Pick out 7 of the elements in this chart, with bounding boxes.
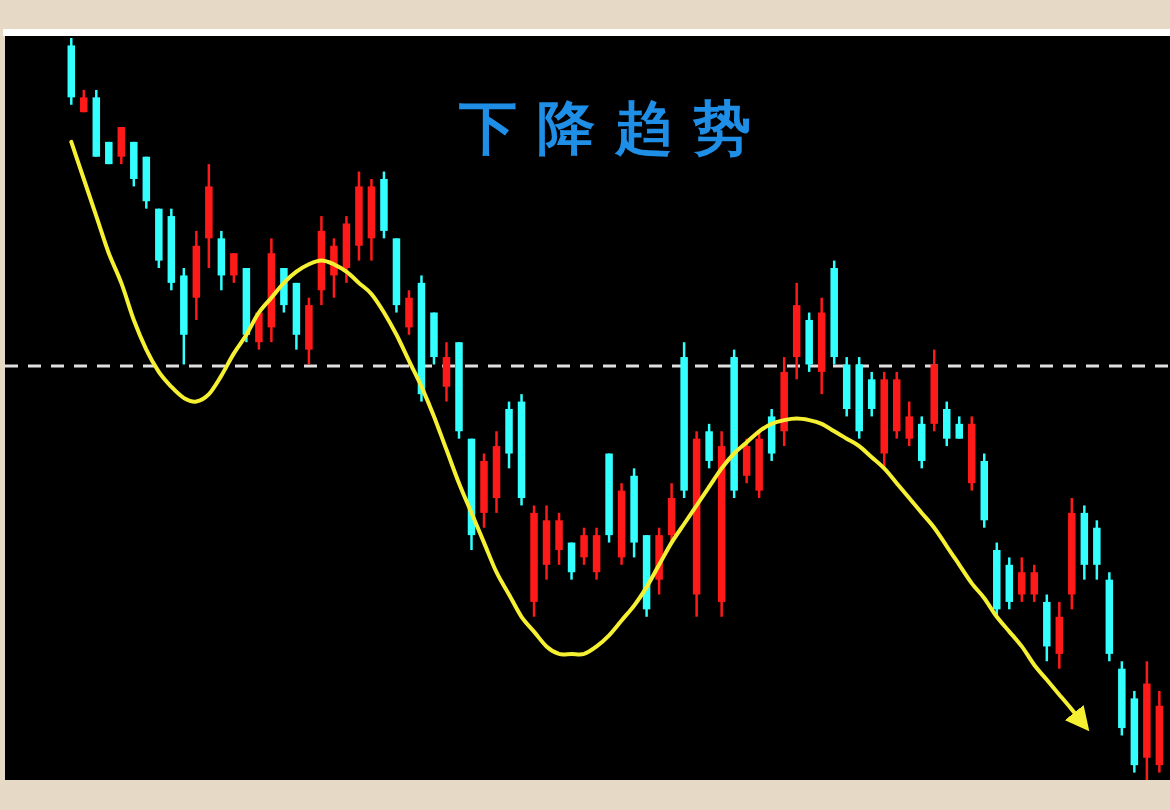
text: 下 降 趋 势	[457, 94, 752, 162]
candlestick	[1018, 556, 1026, 604]
candlestick	[580, 526, 588, 567]
candlestick	[905, 400, 913, 448]
candlestick	[230, 251, 238, 285]
candlestick	[1030, 563, 1039, 604]
candlestick	[955, 415, 964, 440]
